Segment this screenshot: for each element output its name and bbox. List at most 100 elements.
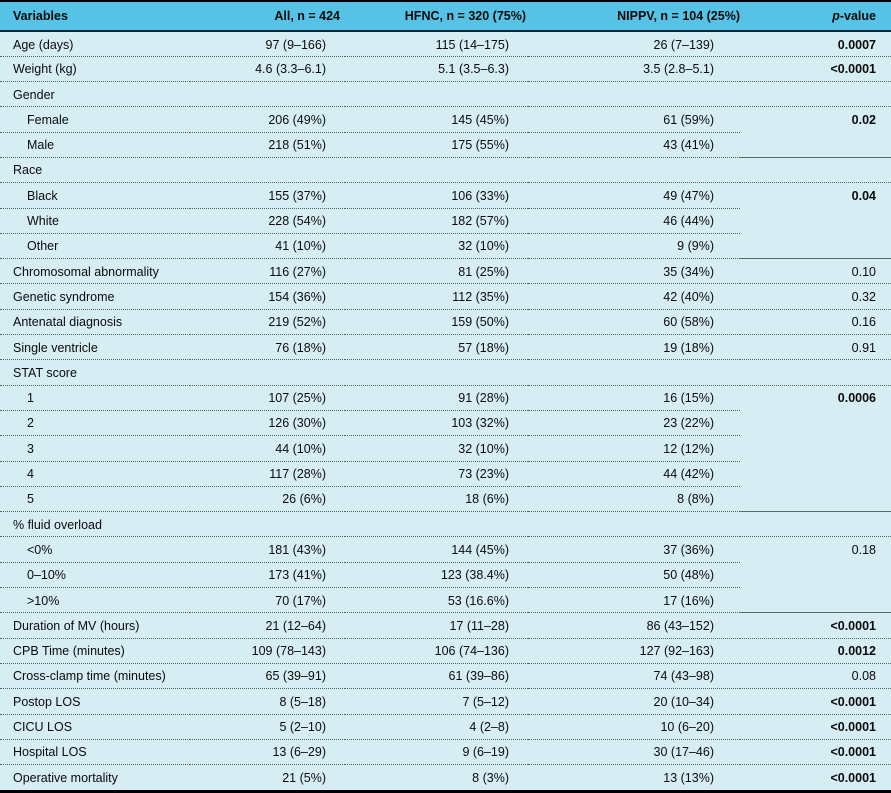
cell-hfnc: 159 (50%) [345, 309, 528, 336]
table-body: Age (days) 97 (9–166) 115 (14–175) 26 (7–13… [0, 31, 891, 790]
cell-label: >10% [0, 587, 190, 614]
cell-nippv: 43 (41%) [528, 132, 740, 158]
cell-pvalue: <0.0001 [740, 739, 891, 766]
cell-nippv: 10 (6–20) [528, 714, 740, 740]
cell-nippv: 26 (7–139) [528, 31, 740, 57]
row-cross-clamp-time-minutes: Cross-clamp time (minutes) 65 (39–91) 61 (… [0, 663, 891, 690]
cell-pvalue: 0.0012 [740, 638, 891, 664]
section-label: Race [0, 157, 891, 184]
section-label: STAT score [0, 359, 891, 386]
cell-all: 21 (5%) [282, 770, 326, 785]
row-hospital-los: Hospital LOS 13 (6–29) 9 (6–19) 30 (17–46) <… [0, 739, 891, 766]
cell-label: Other [0, 233, 190, 260]
cell-nippv: 61 (59%) [528, 106, 740, 133]
cell-all: 126 (30%) [190, 410, 345, 437]
row-3: 3 44 (10%) 32 (10%) 12 (12%) [0, 435, 891, 462]
cell-label: 4 [0, 461, 190, 487]
cell-label: White [0, 208, 190, 234]
cell-hfnc: 145 (45%) [345, 106, 528, 133]
cell-pvalue: 0.18 [740, 536, 891, 614]
cell-hfnc: 9 (6–19) [345, 739, 528, 766]
row-duration-of-mv-hours: Duration of MV (hours) 21 (12–64) 17 (11–2… [0, 612, 891, 639]
cell-pvalue: 0.32 [740, 283, 891, 310]
cell-hfnc: 8 (3%) [472, 770, 509, 785]
cell-pvalue: 0.04 [740, 182, 891, 260]
cell-pvalue: <0.0001 [740, 714, 891, 740]
row-1: 1 107 (25%) 91 (28%) 16 (15%) 0.0006 [0, 385, 891, 513]
cell-nippv: 3.5 (2.8–5.1) [528, 56, 740, 83]
cell-nippv: 86 (43–152) [528, 612, 740, 639]
cell-all: 117 (28%) [190, 461, 345, 487]
row-cpb-time-minutes: CPB Time (minutes) 109 (78–143) 106 (74–13… [0, 638, 891, 664]
cell-label: Cross-clamp time (minutes) [0, 663, 190, 690]
cell-nippv: 8 (8%) [528, 486, 740, 513]
cell-pvalue: <0.0001 [740, 56, 891, 83]
row-0: <0% 181 (43%) 144 (45%) 37 (36%) 0.18 [0, 536, 891, 614]
cell-hfnc: 81 (25%) [345, 258, 528, 285]
cell-all: 76 (18%) [190, 334, 345, 361]
cell-label: Hospital LOS [0, 739, 190, 766]
col-header-nippv: NIPPV, n = 104 (25%) [528, 2, 740, 32]
row-2: 2 126 (30%) 103 (32%) 23 (22%) [0, 410, 891, 437]
row-cicu-los: CICU LOS 5 (2–10) 4 (2–8) 10 (6–20) <0.0001 [0, 714, 891, 740]
col-header-pvalue: p-value [740, 2, 891, 32]
cell-nippv: 42 (40%) [528, 283, 740, 310]
cell-all: 155 (37%) [190, 182, 345, 209]
cell-all: 65 (39–91) [190, 663, 345, 690]
row-0-10: 0–10% 173 (41%) 123 (38.4%) 50 (48%) [0, 562, 891, 589]
col-header-variables: Variables [0, 2, 190, 32]
cell-pvalue: 0.08 [740, 663, 891, 690]
cell-all: 173 (41%) [190, 562, 345, 589]
cell-nippv: 19 (18%) [528, 334, 740, 361]
cell-hfnc: 91 (28%) [345, 385, 528, 411]
row-male: Male 218 (51%) 175 (55%) 43 (41%) [0, 132, 891, 158]
cell-all: 13 (6–29) [190, 739, 345, 766]
cell-hfnc: 123 (38.4%) [345, 562, 528, 589]
cell-nippv: 13 (13%) [663, 770, 714, 785]
col-header-all: All, n = 424 [190, 2, 345, 32]
row-4: 4 117 (28%) 73 (23%) 44 (42%) [0, 461, 891, 487]
row-postop-los: Postop LOS 8 (5–18) 7 (5–12) 20 (10–34) <0.0… [0, 688, 891, 715]
cell-pvalue: <0.0001 [740, 612, 891, 639]
cell-nippv: 17 (16%) [528, 587, 740, 614]
cell-label: Single ventricle [0, 334, 190, 361]
section-row-fluid-overload: % fluid overload [0, 511, 891, 538]
cell-nippv: 46 (44%) [528, 208, 740, 234]
cell-hfnc: 182 (57%) [345, 208, 528, 234]
cell-nippv: 30 (17–46) [528, 739, 740, 766]
cell-all: 70 (17%) [190, 587, 345, 614]
cell-nippv: 44 (42%) [528, 461, 740, 487]
cell-label: Chromosomal abnormality [0, 258, 190, 285]
cell-hfnc: 73 (23%) [345, 461, 528, 487]
cell-hfnc: 112 (35%) [345, 283, 528, 310]
cell-all: 218 (51%) [190, 132, 345, 158]
cell-hfnc: 18 (6%) [345, 486, 528, 513]
cell-pvalue: 0.02 [740, 106, 891, 158]
row-weight-kg: Weight (kg) 4.6 (3.3–6.1) 5.1 (3.5–6.3) 3.5… [0, 56, 891, 83]
cell-label: Age (days) [0, 31, 190, 57]
row-age-days: Age (days) 97 (9–166) 115 (14–175) 26 (7–13… [0, 31, 891, 57]
row-other: Other 41 (10%) 32 (10%) 9 (9%) [0, 233, 891, 260]
cell-label: Female [0, 106, 190, 133]
cell-all: 206 (49%) [190, 106, 345, 133]
cell-nippv: 9 (9%) [528, 233, 740, 260]
cell-all: 97 (9–166) [190, 31, 345, 57]
cell-hfnc: 175 (55%) [345, 132, 528, 158]
section-label: Gender [0, 81, 891, 108]
cell-label: 0–10% [0, 562, 190, 589]
cell-label: Duration of MV (hours) [0, 612, 190, 639]
cell-label: 2 [0, 410, 190, 437]
row-black: Black 155 (37%) 106 (33%) 49 (47%) 0.04 [0, 182, 891, 260]
cell-all: 154 (36%) [190, 283, 345, 310]
cell-label: Genetic syndrome [0, 283, 190, 310]
cell-all: 44 (10%) [190, 435, 345, 462]
cell-hfnc: 61 (39–86) [345, 663, 528, 690]
cell-all: 219 (52%) [190, 309, 345, 336]
cell-nippv: 37 (36%) [528, 536, 740, 563]
cell-pvalue: 0.0007 [740, 31, 891, 57]
row-chromosomal-abnormality: Chromosomal abnormality 116 (27%) 81 (25%)… [0, 258, 891, 285]
section-row-gender: Gender [0, 81, 891, 108]
row-white: White 228 (54%) 182 (57%) 46 (44%) [0, 208, 891, 234]
cell-all: 8 (5–18) [190, 688, 345, 715]
